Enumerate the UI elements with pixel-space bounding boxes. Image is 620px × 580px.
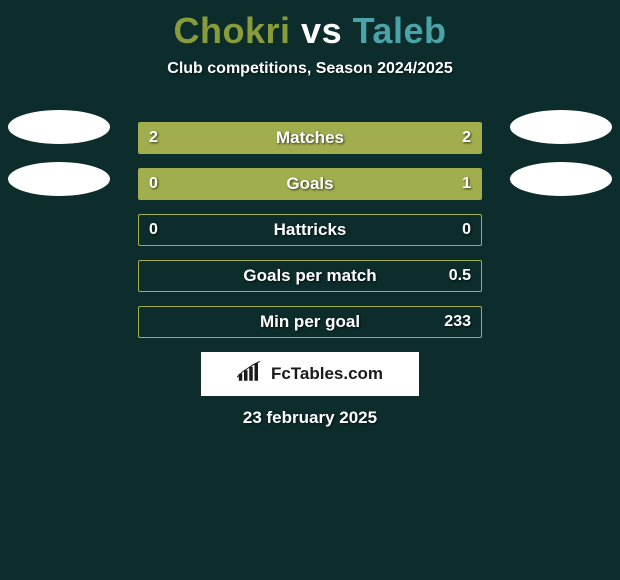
player2-photo [510,162,612,196]
comparison-bars: 22Matches 01Goals 0 0Hattricks 0.5Goals per … [138,122,482,338]
stat-bar: 22Matches [138,122,482,154]
subtitle: Club competitions, Season 2024/2025 [0,60,620,78]
chart-bars-icon [237,361,265,388]
player2-photo [510,110,612,144]
player1-photo [8,162,110,196]
stat-bar: 233Min per goal [138,306,482,338]
date: 23 february 2025 [0,408,620,428]
bar-fill-left [139,169,201,199]
stat-bar: 01Goals [138,168,482,200]
bar-fill-right [201,169,481,199]
bar-fill-left [139,123,310,153]
stat-value-right: 0 [462,215,471,245]
stat-label: Min per goal [139,307,481,337]
bar-fill-right [310,123,481,153]
player1-photo [8,110,110,144]
stat-label: Hattricks [139,215,481,245]
logo-box: FcTables.com [201,352,419,396]
player1-photos [8,110,110,196]
page-title: Chokri vs Taleb [0,0,620,52]
stat-label: Goals per match [139,261,481,291]
stat-value-right: 233 [444,307,471,337]
player1-name: Chokri [174,10,291,51]
stat-bar: 0 0Hattricks [138,214,482,246]
vs-text: vs [301,10,342,51]
player2-photos [510,110,612,196]
logo-text: FcTables.com [271,364,383,384]
stat-value-right: 0.5 [449,261,471,291]
stat-bar: 0.5Goals per match [138,260,482,292]
player2-name: Taleb [353,10,447,51]
stat-value-left: 0 [149,215,158,245]
